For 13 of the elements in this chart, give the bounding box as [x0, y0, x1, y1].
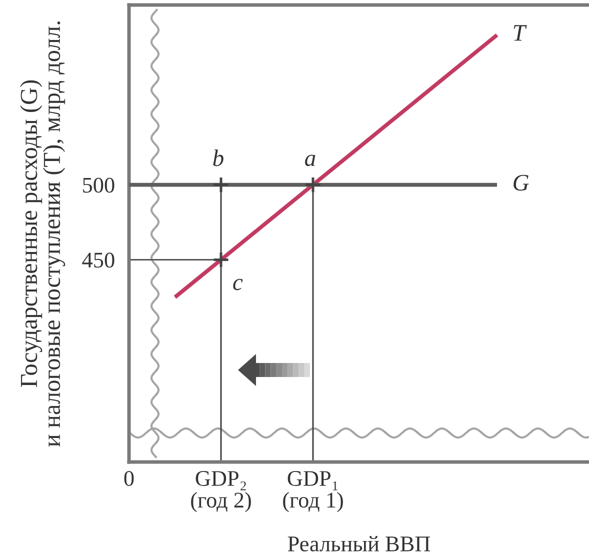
x-tick-label: GDP₁ (год 1) — [283, 471, 343, 512]
annotation: a — [305, 154, 316, 166]
series-label: G — [514, 174, 529, 191]
x-axis-title: Реальный ВВП — [288, 536, 430, 552]
y-tick-label: 450 — [82, 252, 114, 268]
y-tick-label: 500 — [83, 178, 114, 193]
series-label: T — [514, 25, 527, 41]
x-tick-label: GDP₂ (год 2) — [191, 471, 251, 512]
line-series — [173, 33, 499, 300]
y-axis-title: Государственные расходы (G) и налоговые поступления (T), млрд долл. — [20, 21, 66, 447]
x-tick-label: 0 — [124, 470, 134, 486]
annotation: c — [233, 278, 243, 290]
annotation: b — [213, 150, 224, 166]
